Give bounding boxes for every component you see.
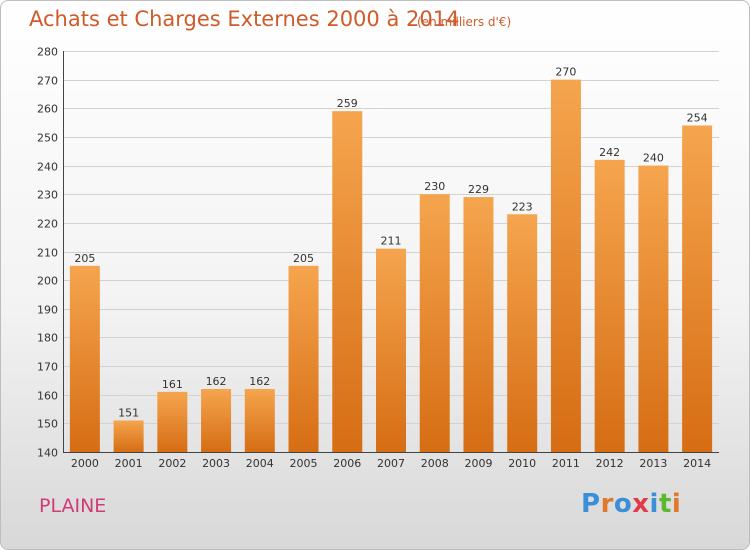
x-tick-label: 2011 <box>552 457 580 470</box>
y-tick-label: 260 <box>37 103 58 116</box>
y-tick-label: 200 <box>37 275 58 288</box>
y-tick-label: 140 <box>37 447 58 460</box>
bar-value-label: 229 <box>468 183 489 196</box>
x-tick-label: 2006 <box>333 457 361 470</box>
y-tick-label: 280 <box>37 46 58 59</box>
bar <box>69 265 100 452</box>
logo-letter: x <box>632 489 650 519</box>
y-tick-label: 160 <box>37 390 58 403</box>
bar <box>419 194 450 452</box>
bar <box>376 248 406 452</box>
y-tick-label: 240 <box>37 161 58 174</box>
x-tick-label: 2012 <box>596 457 624 470</box>
bar <box>594 159 625 453</box>
logo-letter: P <box>581 489 601 519</box>
x-tick-label: 2000 <box>71 457 99 470</box>
bar <box>157 391 188 452</box>
x-tick-label: 2009 <box>464 457 492 470</box>
bar-value-label: 230 <box>424 180 445 193</box>
commune-name: PLAINE <box>39 495 107 517</box>
proxiti-logo[interactable]: Proxiti <box>581 489 681 519</box>
logo-letter: i <box>649 489 659 519</box>
bar <box>332 111 363 453</box>
bar <box>288 265 319 452</box>
bar <box>201 388 232 452</box>
y-tick-label: 250 <box>37 132 58 145</box>
bar <box>463 197 494 452</box>
logo-letter: o <box>613 489 633 519</box>
x-tick-label: 2004 <box>246 457 274 470</box>
y-tick-label: 220 <box>37 218 58 231</box>
x-tick-label: 2007 <box>377 457 405 470</box>
logo-letter: r <box>600 489 614 519</box>
bar-value-label: 151 <box>118 406 139 419</box>
chart-subtitle: (en milliers d'€) <box>417 15 512 29</box>
bar-value-label: 162 <box>249 375 270 388</box>
x-tick-label: 2003 <box>202 457 230 470</box>
bar-value-label: 240 <box>643 152 664 165</box>
bar-value-label: 254 <box>687 111 708 124</box>
bar-value-label: 205 <box>293 252 314 265</box>
y-tick-label: 230 <box>37 189 58 202</box>
y-tick-label: 210 <box>37 247 58 260</box>
bar-value-label: 242 <box>599 146 620 159</box>
bar <box>113 420 144 452</box>
x-tick-label: 2005 <box>290 457 318 470</box>
y-tick-label: 190 <box>37 304 58 317</box>
y-tick-label: 170 <box>37 361 58 374</box>
bar <box>682 125 713 452</box>
logo-letter: i <box>671 489 682 519</box>
y-tick-label: 270 <box>37 75 58 88</box>
bar-value-label: 211 <box>381 235 402 248</box>
bar-value-label: 223 <box>512 200 533 213</box>
logo-letter: t <box>658 489 672 519</box>
x-tick-label: 2010 <box>508 457 536 470</box>
chart-title: Achats et Charges Externes 2000 à 2014 <box>29 7 460 31</box>
bar-value-label: 270 <box>555 66 576 79</box>
bar-value-label: 259 <box>337 97 358 110</box>
y-tick-label: 180 <box>37 332 58 345</box>
bar-value-label: 205 <box>74 252 95 265</box>
x-tick-label: 2001 <box>115 457 143 470</box>
bar-value-label: 161 <box>162 378 183 391</box>
bar <box>507 214 538 452</box>
bar-value-label: 162 <box>206 375 227 388</box>
bar <box>638 165 669 453</box>
x-tick-label: 2013 <box>639 457 667 470</box>
x-tick-label: 2008 <box>421 457 449 470</box>
x-tick-label: 2014 <box>683 457 711 470</box>
y-tick-label: 150 <box>37 418 58 431</box>
x-tick-label: 2002 <box>158 457 186 470</box>
bar <box>550 79 581 453</box>
bar <box>244 388 275 452</box>
